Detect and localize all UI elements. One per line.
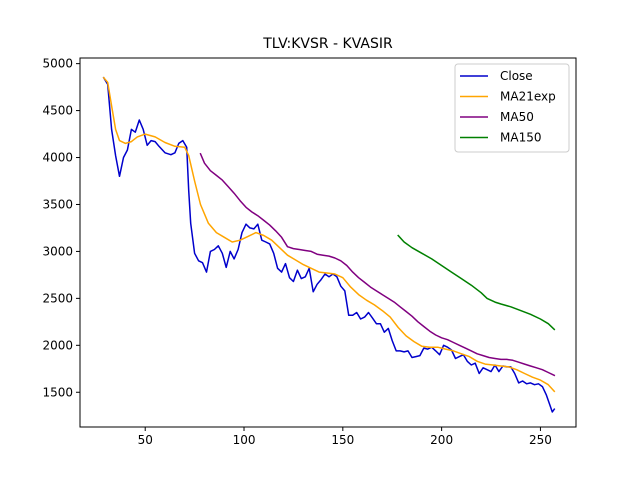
x-tick-label: 100 (233, 433, 256, 447)
y-tick-label: 2500 (42, 291, 73, 305)
legend-label-close: Close (500, 69, 533, 83)
series-line-ma150 (397, 234, 556, 331)
series-line-ma21exp (102, 76, 556, 393)
plot-frame (79, 57, 577, 428)
legend: Close MA21exp MA50 MA150 (454, 63, 570, 153)
legend-box (454, 63, 570, 153)
series-line-close (102, 76, 556, 413)
legend-label-ma150: MA150 (500, 131, 541, 145)
y-tick-label: 1500 (42, 385, 73, 399)
legend-label-ma50: MA50 (500, 110, 534, 124)
y-tick-label: 5000 (42, 57, 73, 71)
x-tick-label: 50 (138, 433, 153, 447)
series-line-ma50 (199, 152, 556, 377)
y-tick-label: 2000 (42, 338, 73, 352)
y-tick-label: 3500 (42, 197, 73, 211)
y-tick-label: 4500 (42, 104, 73, 118)
y-tick-label: 4000 (42, 151, 73, 165)
legend-label-ma21exp: MA21exp (500, 90, 556, 104)
chart-title: TLV:KVSR - KVASIR (262, 36, 393, 52)
y-tick-label: 3000 (42, 244, 73, 258)
x-tick-label: 150 (331, 433, 354, 447)
x-tick-label: 250 (529, 433, 552, 447)
x-tick-label: 200 (430, 433, 453, 447)
